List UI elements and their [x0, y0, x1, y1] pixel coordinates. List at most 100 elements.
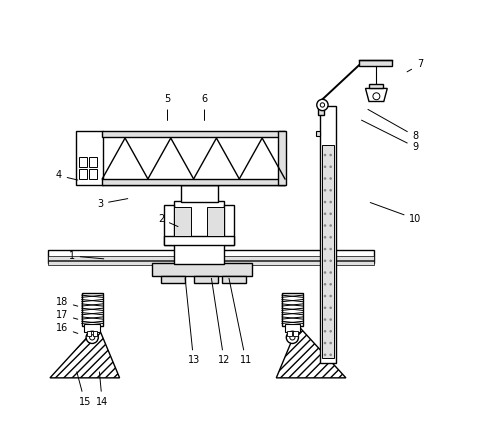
Circle shape — [317, 99, 328, 111]
Circle shape — [320, 103, 324, 107]
Circle shape — [324, 283, 326, 286]
Polygon shape — [366, 88, 387, 102]
Text: 12: 12 — [211, 278, 230, 365]
Circle shape — [329, 212, 332, 215]
Text: 1: 1 — [68, 251, 104, 261]
Circle shape — [324, 295, 326, 297]
Bar — [165, 236, 234, 245]
Circle shape — [329, 330, 332, 332]
Text: 5: 5 — [164, 94, 171, 120]
Bar — [207, 207, 224, 236]
Bar — [93, 331, 97, 336]
Circle shape — [324, 154, 326, 156]
Circle shape — [324, 224, 326, 227]
Circle shape — [329, 307, 332, 309]
Circle shape — [324, 353, 326, 356]
Circle shape — [324, 342, 326, 344]
Circle shape — [329, 236, 332, 239]
Bar — [82, 293, 103, 325]
Bar — [285, 324, 300, 332]
Bar — [102, 179, 285, 185]
Text: 9: 9 — [362, 120, 419, 152]
Circle shape — [286, 331, 299, 343]
Circle shape — [324, 177, 326, 180]
Circle shape — [324, 330, 326, 332]
Circle shape — [329, 154, 332, 156]
Circle shape — [329, 342, 332, 344]
Text: 17: 17 — [56, 310, 78, 320]
Circle shape — [329, 259, 332, 262]
Bar — [293, 331, 298, 336]
Circle shape — [324, 212, 326, 215]
Circle shape — [329, 353, 332, 356]
Text: 4: 4 — [56, 170, 78, 180]
Bar — [102, 132, 285, 185]
Text: 6: 6 — [201, 94, 207, 120]
Bar — [48, 261, 374, 265]
Bar — [79, 170, 87, 179]
Text: 13: 13 — [185, 278, 200, 365]
Text: 8: 8 — [368, 110, 419, 141]
Circle shape — [373, 93, 380, 100]
Bar — [152, 262, 252, 276]
Bar — [89, 157, 97, 167]
Text: 7: 7 — [407, 60, 423, 72]
Bar — [165, 205, 174, 245]
Circle shape — [324, 318, 326, 321]
Bar — [174, 201, 224, 264]
Circle shape — [90, 335, 95, 340]
Bar — [278, 131, 286, 185]
Text: 2: 2 — [158, 214, 178, 226]
Circle shape — [324, 271, 326, 274]
Text: 16: 16 — [56, 323, 78, 333]
Bar — [181, 185, 218, 201]
Bar — [76, 131, 103, 185]
Circle shape — [86, 331, 98, 343]
Bar — [222, 276, 246, 283]
Circle shape — [324, 236, 326, 239]
Circle shape — [329, 271, 332, 274]
Text: 11: 11 — [229, 278, 252, 365]
Circle shape — [329, 295, 332, 297]
Bar — [282, 293, 303, 325]
Bar — [320, 106, 336, 363]
Bar — [322, 145, 334, 358]
Bar — [224, 205, 234, 245]
Circle shape — [324, 259, 326, 262]
Circle shape — [329, 201, 332, 203]
Circle shape — [324, 166, 326, 168]
Bar — [360, 60, 392, 66]
Circle shape — [329, 318, 332, 321]
Circle shape — [324, 201, 326, 203]
Bar — [48, 255, 374, 260]
Bar — [174, 207, 191, 236]
Bar — [317, 109, 324, 115]
Bar — [79, 157, 87, 167]
Bar — [287, 331, 292, 336]
Circle shape — [329, 166, 332, 168]
Circle shape — [324, 248, 326, 251]
Circle shape — [324, 189, 326, 191]
Bar — [89, 170, 97, 179]
Bar — [87, 331, 91, 336]
Text: 15: 15 — [77, 372, 91, 407]
Bar — [48, 251, 374, 262]
Circle shape — [329, 189, 332, 191]
Bar — [102, 131, 285, 137]
Circle shape — [324, 307, 326, 309]
Circle shape — [329, 248, 332, 251]
Polygon shape — [50, 325, 120, 378]
Bar — [161, 276, 185, 283]
Circle shape — [290, 335, 295, 340]
Text: 3: 3 — [97, 198, 128, 209]
Circle shape — [329, 177, 332, 180]
Polygon shape — [276, 325, 346, 378]
Circle shape — [329, 224, 332, 227]
Text: 14: 14 — [96, 372, 108, 407]
Bar — [193, 276, 218, 283]
Bar — [84, 324, 100, 332]
Bar — [370, 84, 383, 88]
Text: 10: 10 — [371, 202, 422, 224]
Bar — [316, 131, 320, 136]
Text: 18: 18 — [56, 297, 78, 307]
